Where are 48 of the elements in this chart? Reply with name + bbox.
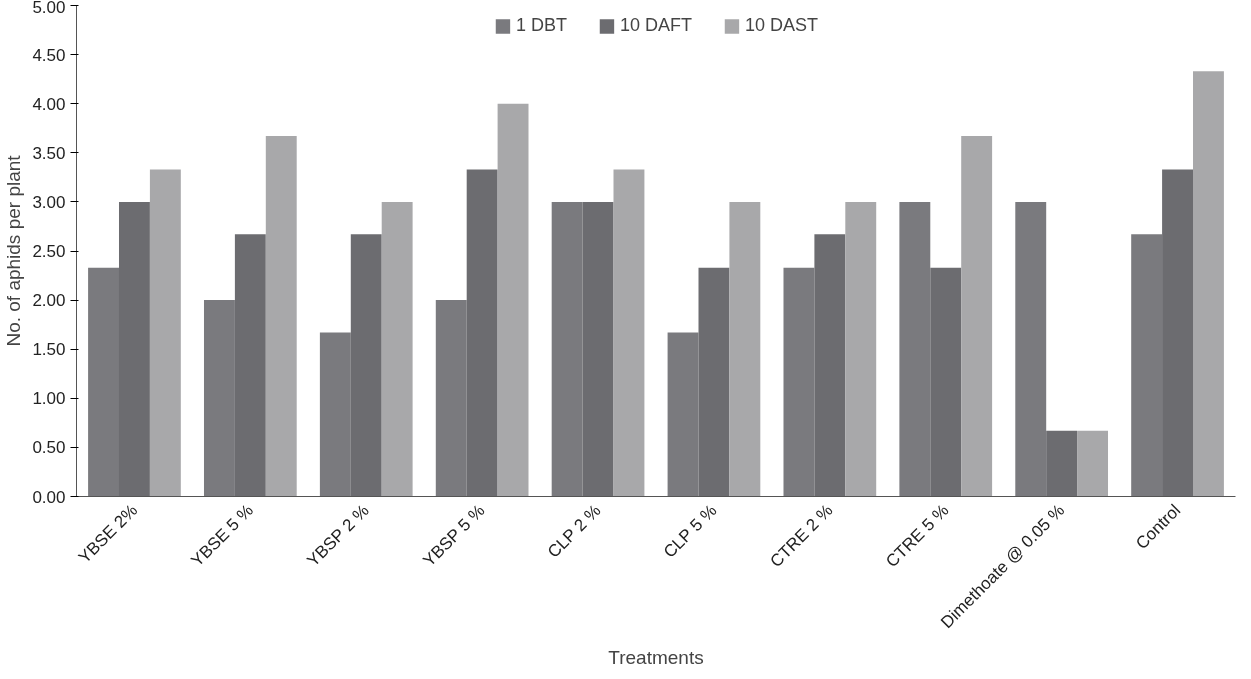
- bar: [582, 201, 614, 497]
- x-tick-label: CLP 2 %: [543, 501, 605, 562]
- y-tick-label: 3.50: [32, 143, 66, 163]
- bar: [88, 267, 119, 497]
- bar: [961, 136, 993, 497]
- bar: [466, 169, 498, 497]
- bar: [203, 300, 235, 497]
- legend-label: 10 DAFT: [619, 15, 693, 36]
- bar: [899, 201, 931, 497]
- y-tick-label: 0.50: [32, 438, 66, 458]
- x-tick-label: CLP 5 %: [659, 501, 721, 562]
- bar: [350, 234, 382, 497]
- y-tick-label: 1.50: [32, 340, 66, 360]
- bar: [119, 201, 150, 497]
- bar: [698, 267, 730, 497]
- bar: [1131, 234, 1163, 497]
- legend-label: 10 DAST: [745, 15, 819, 36]
- bar: [1077, 430, 1109, 497]
- bar: [783, 267, 815, 497]
- bar: [1015, 201, 1047, 497]
- bar: [845, 201, 877, 497]
- bar: [551, 201, 583, 497]
- y-axis-title: No. of aphids per plant: [3, 154, 25, 347]
- y-tick-label: 4.50: [32, 45, 66, 65]
- bar: [729, 201, 761, 497]
- y-tick-label: 5.00: [32, 0, 66, 17]
- bar: [613, 169, 645, 497]
- y-tick-label: 2.50: [32, 242, 66, 261]
- bar: [265, 136, 297, 497]
- y-tick-label: 2.00: [32, 291, 66, 311]
- bar: [930, 267, 962, 497]
- y-tick-label: 0.00: [32, 487, 66, 507]
- bar: [814, 234, 846, 497]
- bar: [497, 103, 529, 497]
- bar: [1193, 71, 1224, 497]
- bar: [149, 169, 181, 497]
- bar: [1162, 169, 1193, 497]
- bar: [319, 332, 351, 497]
- bar: [435, 300, 467, 497]
- bar: [234, 234, 266, 497]
- y-tick-label: 4.00: [32, 94, 66, 114]
- bar: [667, 332, 699, 497]
- bar: [381, 201, 413, 497]
- y-tick-label: 1.00: [32, 389, 66, 409]
- y-tick-label: 3.00: [32, 192, 66, 212]
- bar: [1046, 430, 1078, 497]
- x-axis-title: Treatments: [608, 646, 704, 668]
- legend-label: 1 DBT: [515, 15, 567, 36]
